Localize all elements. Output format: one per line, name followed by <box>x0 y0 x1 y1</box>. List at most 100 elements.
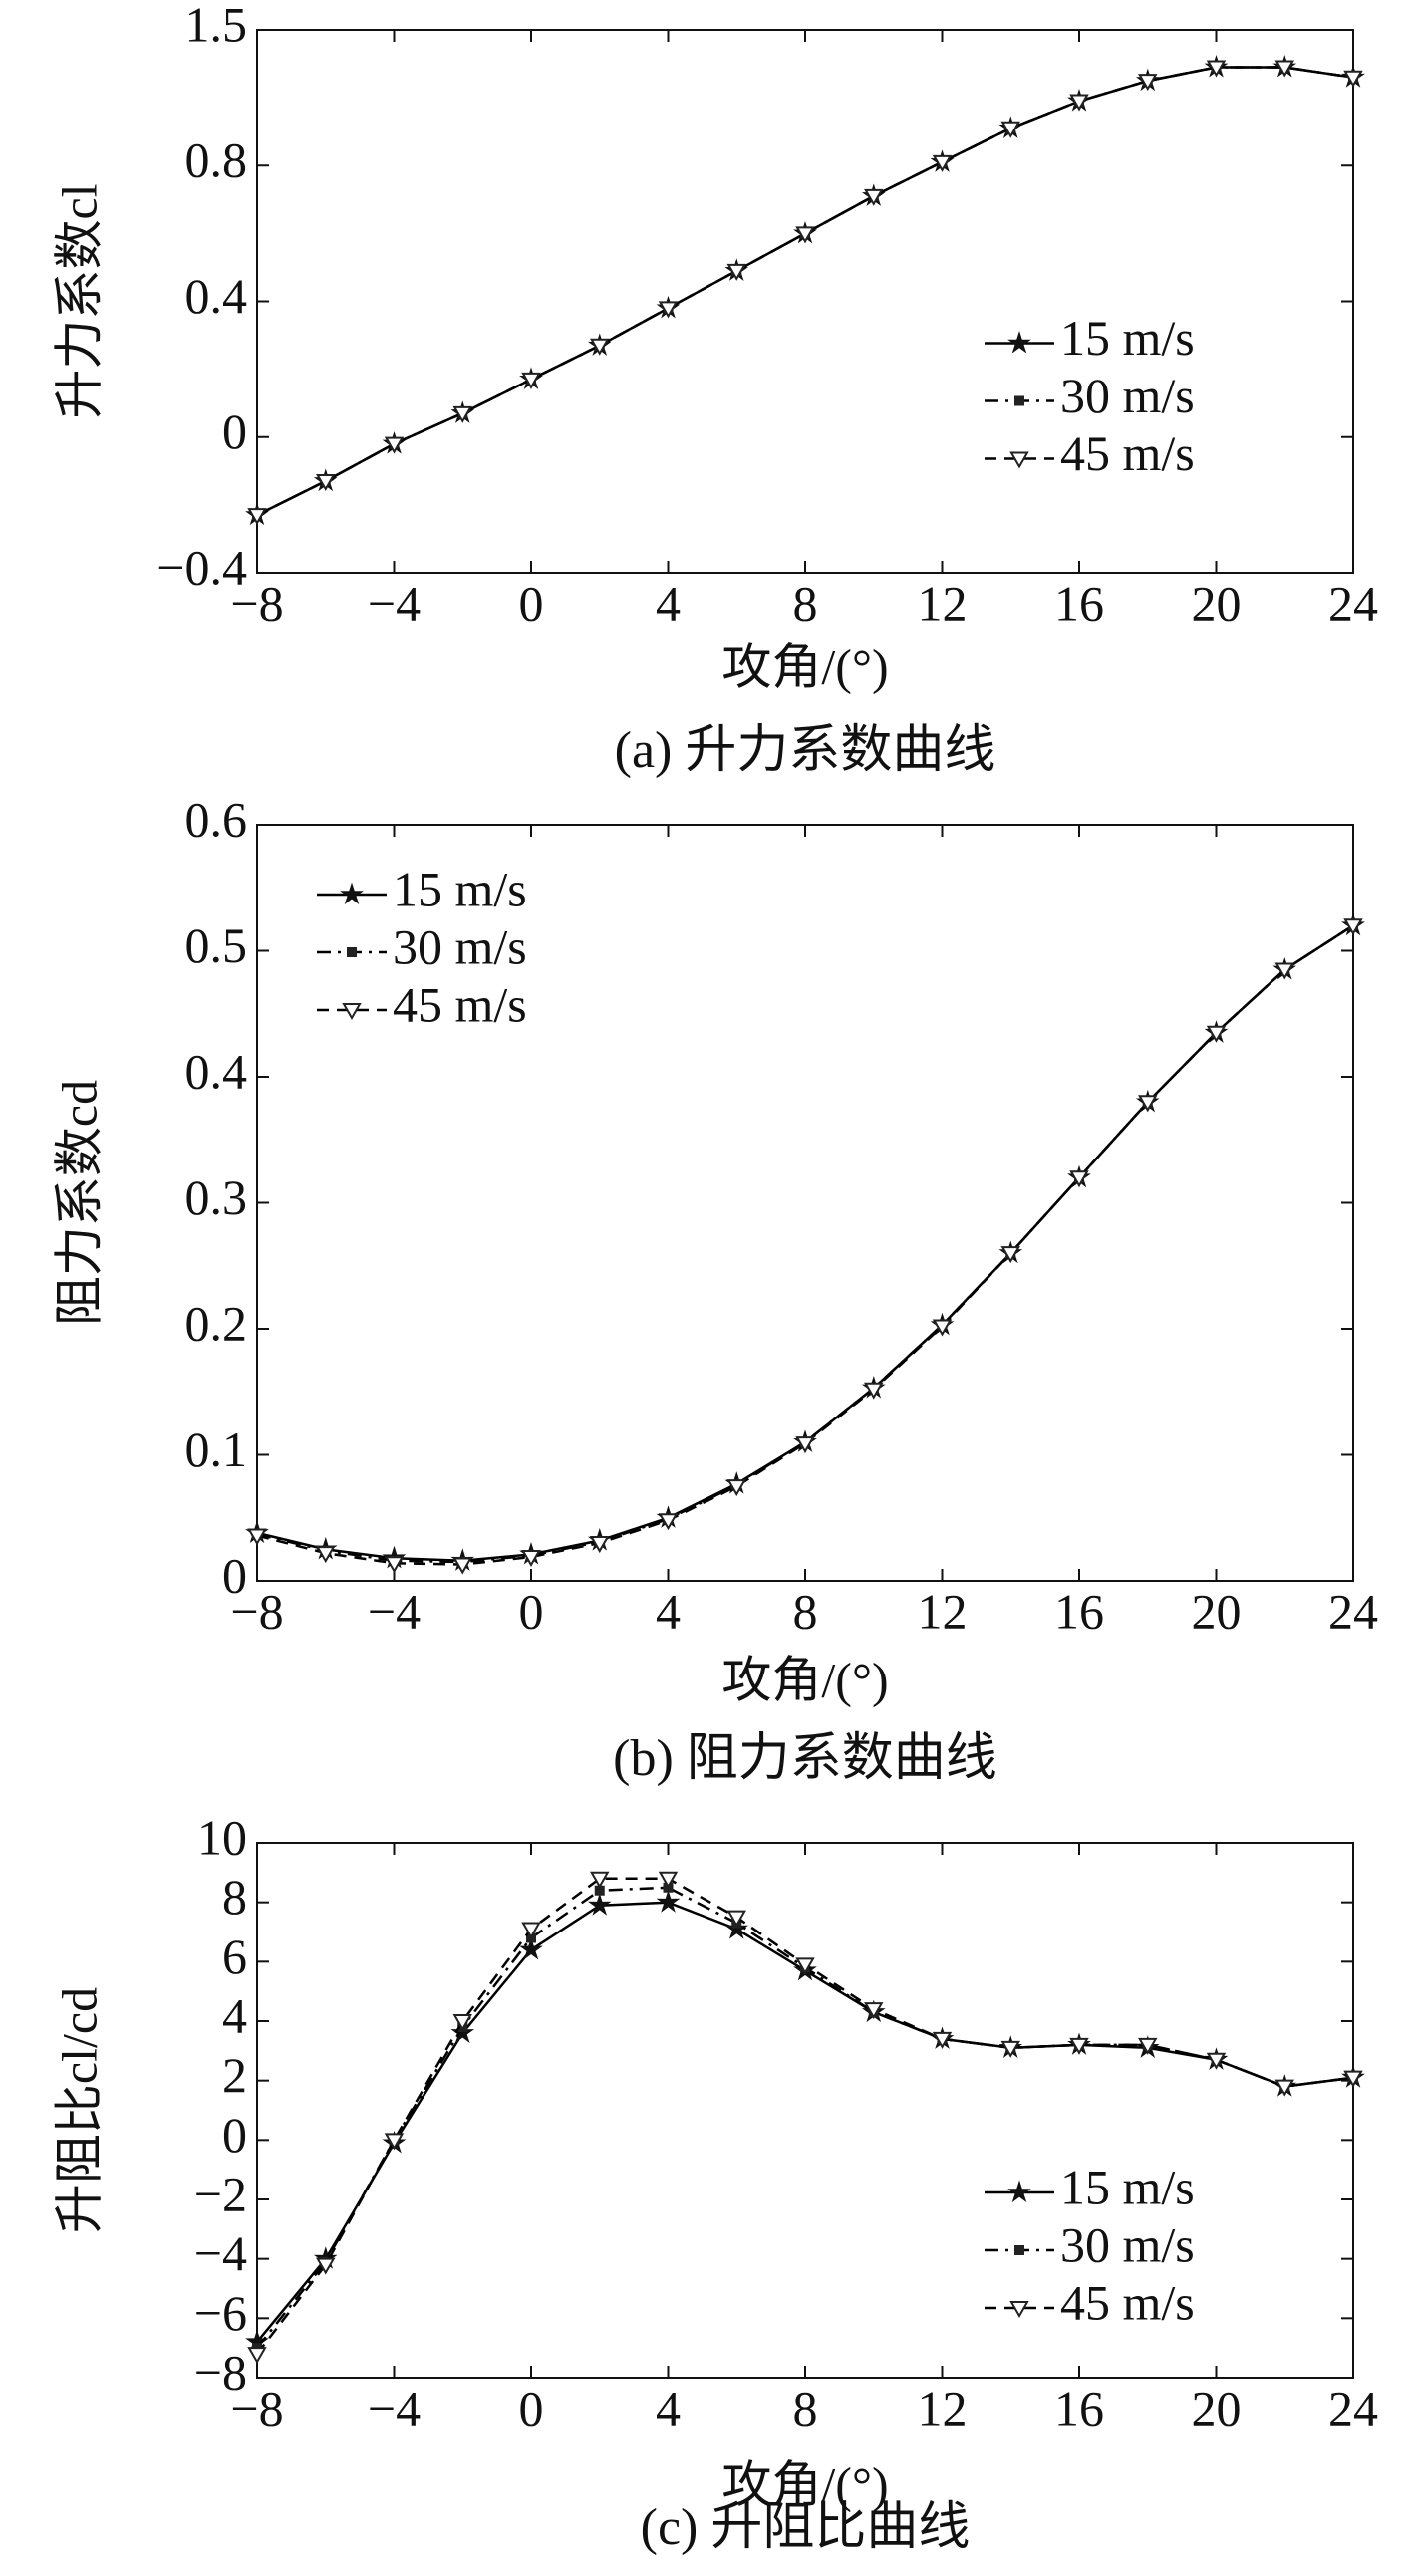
y-tick-label: −2 <box>194 2166 247 2221</box>
x-tick-label: 24 <box>1328 2380 1378 2436</box>
y-tick-label: 6 <box>222 1929 247 1984</box>
marker-triangle <box>1009 451 1029 469</box>
marker-star <box>519 1936 543 1960</box>
marker-triangle <box>590 1536 610 1554</box>
y-tick-label: −6 <box>194 2285 247 2341</box>
x-tick-label: 0 <box>519 1583 544 1639</box>
marker-triangle <box>795 226 815 244</box>
x-tick-label: 4 <box>656 575 681 631</box>
x-tick-label: 8 <box>793 2380 818 2436</box>
marker-triangle <box>1206 1025 1227 1043</box>
legend-label: 15 m/s <box>1060 2159 1195 2214</box>
legend-label: 30 m/s <box>1060 2216 1195 2272</box>
x-tick-label: 20 <box>1192 2380 1242 2436</box>
marker-triangle <box>726 263 746 281</box>
marker-triangle <box>1343 2070 1363 2088</box>
chart-panel: −8 −4 0 4 8 12 16 20 24 0 0.1 0.2 0.3 0.4 0.5 0.6 攻角/(°)… <box>51 791 1378 1786</box>
y-tick-label: 0.6 <box>185 791 248 847</box>
x-tick-label: −4 <box>368 575 421 631</box>
x-tick-label: 0 <box>519 575 544 631</box>
marker-triangle <box>658 1871 679 1889</box>
legend: 15 m/s30 m/s45 m/s <box>985 2159 1195 2330</box>
y-tick-label: 1.5 <box>185 0 248 52</box>
legend-label: 15 m/s <box>393 861 527 916</box>
y-tick-label: 0.2 <box>185 1295 248 1351</box>
y-tick-label: −4 <box>194 2225 247 2281</box>
marker-triangle <box>726 1479 746 1497</box>
x-tick-label: 24 <box>1328 1583 1378 1639</box>
marker-triangle <box>1069 94 1089 112</box>
legend-label: 30 m/s <box>1060 368 1195 423</box>
marker-triangle <box>864 188 884 206</box>
marker-triangle <box>247 508 267 526</box>
series-line <box>256 924 1354 1564</box>
marker-square <box>347 947 357 957</box>
marker-triangle <box>1069 1170 1089 1188</box>
marker-triangle <box>1206 2052 1227 2070</box>
y-axis-label: 阻力系数cd <box>51 1080 107 1326</box>
marker-triangle <box>1206 60 1227 78</box>
marker-triangle <box>1274 962 1294 980</box>
y-tick-label: −8 <box>194 2344 247 2400</box>
x-axis-label: 攻角/(°) <box>721 1652 888 1707</box>
x-tick-label: 16 <box>1054 575 1104 631</box>
x-tick-label: 16 <box>1054 1583 1104 1639</box>
marker-triangle <box>1343 70 1363 88</box>
marker-triangle <box>1000 121 1020 138</box>
marker-triangle <box>521 372 541 389</box>
x-tick-label: 12 <box>918 575 968 631</box>
marker-triangle <box>1138 1095 1158 1113</box>
marker-triangle <box>1274 2079 1294 2097</box>
marker-triangle <box>247 2347 267 2365</box>
y-tick-label: 0.5 <box>185 917 248 973</box>
marker-triangle <box>932 2031 953 2049</box>
legend-label: 30 m/s <box>393 918 527 974</box>
y-tick-label: 10 <box>197 1809 247 1865</box>
marker-star <box>1007 2180 1031 2203</box>
legend-label: 45 m/s <box>1060 425 1195 481</box>
marker-triangle <box>452 2014 472 2032</box>
marker-triangle <box>1069 2037 1089 2055</box>
x-tick-label: −8 <box>230 1583 283 1639</box>
y-tick-label: 8 <box>222 1869 247 1925</box>
chart-panel: −8 −4 0 4 8 12 16 20 24−8−6−4−20246810攻角/(°)升阻比c… <box>51 1809 1378 2555</box>
marker-triangle <box>452 1557 472 1575</box>
marker-triangle <box>1274 60 1294 78</box>
marker-triangle <box>1000 2040 1020 2058</box>
marker-triangle <box>316 474 336 492</box>
y-tick-label: 0 <box>222 2107 247 2163</box>
legend-label: 45 m/s <box>393 976 527 1032</box>
chart-panel: −8 −4 0 4 8 12 16 20 24 −0.4 0 0.4 0.8 1.5 攻角/(°) 升力系数c… <box>51 0 1378 779</box>
x-tick-label: 12 <box>918 2380 968 2436</box>
marker-star <box>587 1893 612 1916</box>
x-tick-label: 20 <box>1192 1583 1242 1639</box>
caption: (a) 升力系数曲线 <box>615 722 996 779</box>
series-line <box>256 66 1354 517</box>
marker-square <box>1014 2245 1024 2255</box>
x-tick-label: 24 <box>1328 575 1378 631</box>
x-tick-label: 4 <box>656 2380 681 2436</box>
marker-triangle <box>590 1871 610 1889</box>
marker-triangle <box>795 1436 815 1454</box>
x-tick-label: 8 <box>793 575 818 631</box>
marker-triangle <box>247 1528 267 1546</box>
y-tick-label: 0.8 <box>185 132 248 188</box>
x-tick-label: 16 <box>1054 2380 1104 2436</box>
x-tick-label: −4 <box>368 1583 421 1639</box>
x-axis-label: 攻角/(°) <box>721 639 888 694</box>
x-tick-label: 0 <box>519 2380 544 2436</box>
x-tick-label: 8 <box>793 1583 818 1639</box>
marker-triangle <box>316 2257 336 2275</box>
caption: (c) 升阻比曲线 <box>641 2499 971 2556</box>
marker-triangle <box>452 405 472 423</box>
legend: 15 m/s30 m/s45 m/s <box>317 861 527 1032</box>
x-tick-label: −8 <box>230 2380 283 2436</box>
marker-star <box>656 1890 681 1913</box>
y-tick-label: 4 <box>222 1987 247 2043</box>
marker-star <box>340 882 364 905</box>
marker-triangle <box>726 1910 746 1928</box>
x-tick-label: 20 <box>1192 575 1242 631</box>
x-tick-label: −8 <box>230 575 283 631</box>
marker-square <box>1014 395 1024 406</box>
